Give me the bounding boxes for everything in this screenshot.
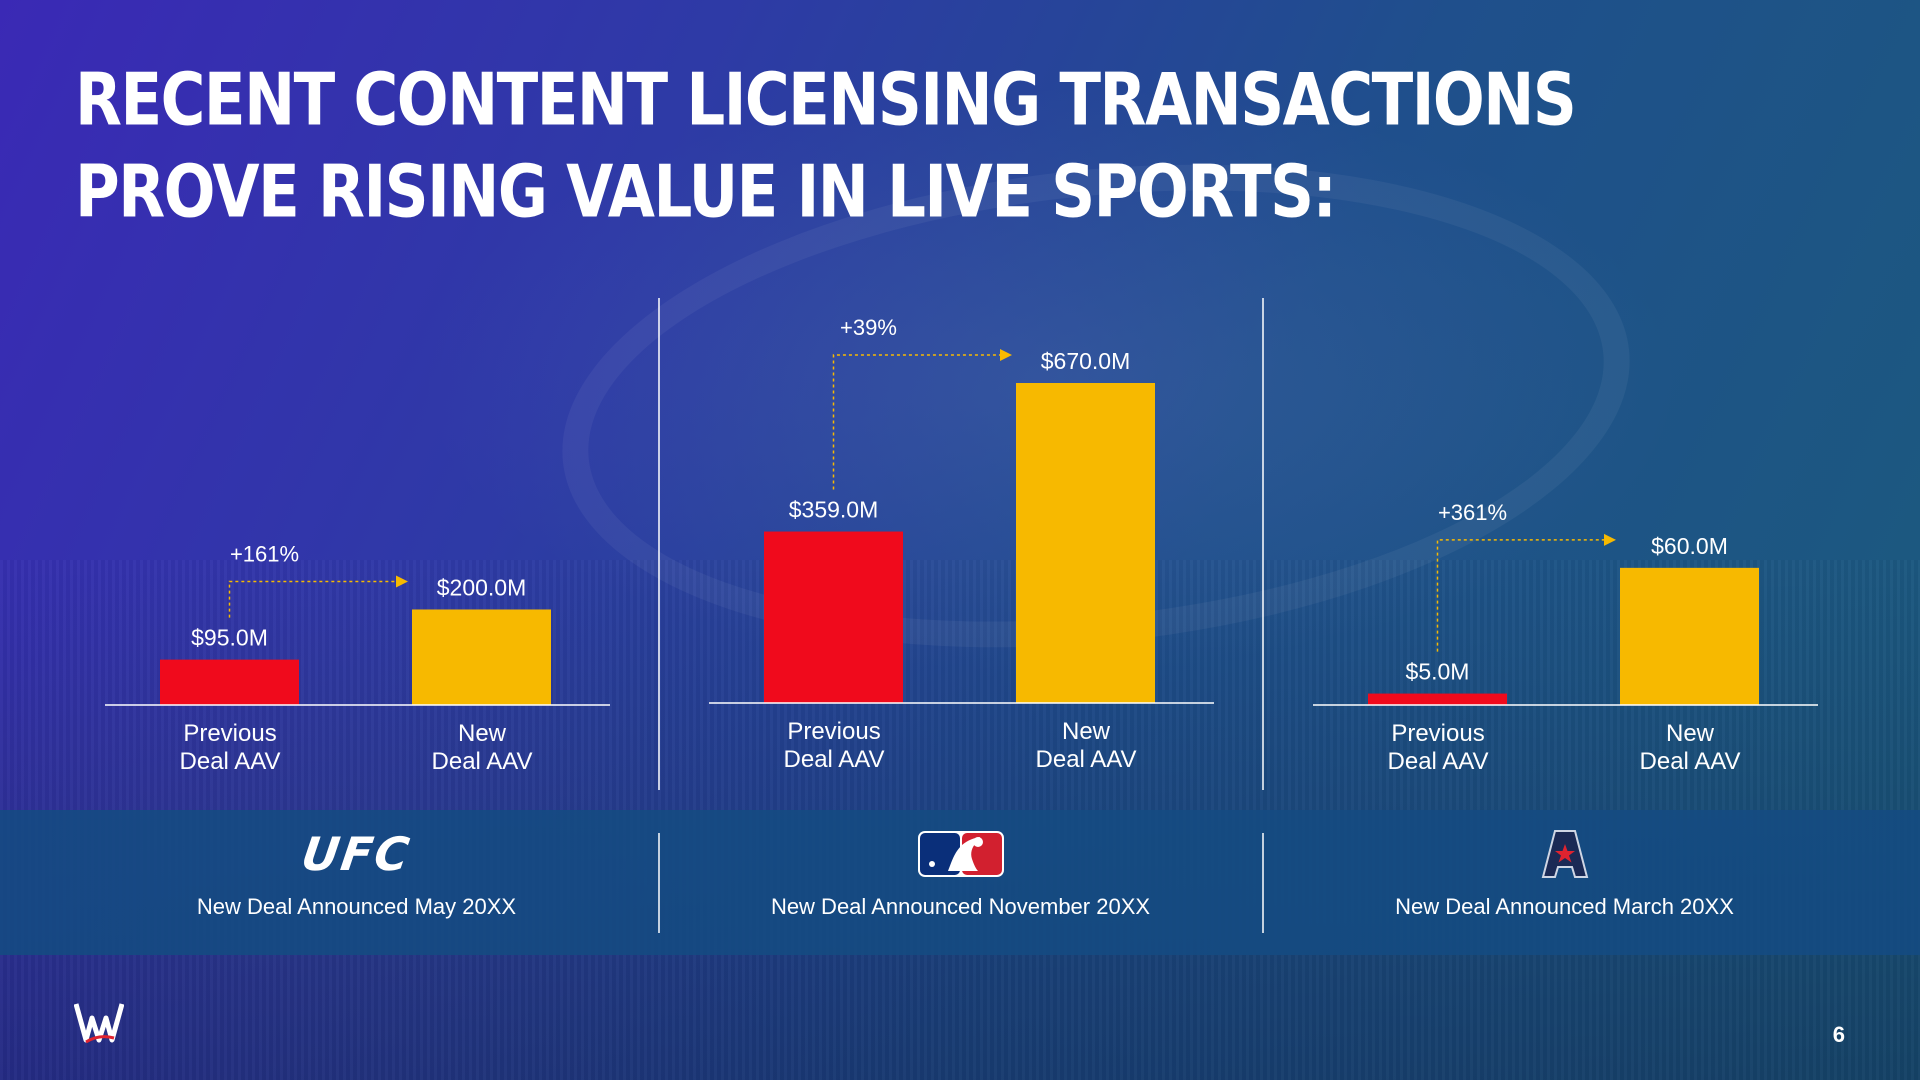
x-label-line: Deal AAV — [1035, 746, 1137, 773]
chart-ufc-svg: $95.0M $200.0M +161% — [105, 541, 610, 706]
x-label-new: New Deal AAV — [1570, 720, 1810, 776]
growth-arrowhead — [396, 575, 408, 588]
x-label-line: New — [1665, 720, 1714, 747]
x-label-line: Deal AAV — [179, 748, 281, 775]
band-divider — [658, 833, 660, 933]
ufc-logo-text: UFC — [298, 827, 415, 881]
x-label-line: Previous — [1391, 720, 1485, 747]
value-label: $200.0M — [437, 574, 527, 600]
x-label-line: New — [1061, 718, 1110, 745]
bar-previous — [1368, 693, 1507, 705]
bar-previous — [764, 531, 903, 703]
page-title: RECENT CONTENT LICENSING TRANSACTIONS PR… — [75, 55, 1577, 239]
aac-logo — [1263, 828, 1866, 880]
panel-divider — [658, 298, 660, 790]
x-label-line: New — [457, 720, 506, 747]
chart-ufc: $95.0M $200.0M +161% Previous Deal AAV New… — [55, 300, 658, 790]
band-divider — [1262, 833, 1264, 933]
growth-label: +39% — [840, 315, 897, 340]
value-label: $5.0M — [1406, 659, 1470, 685]
x-label-new: New Deal AAV — [362, 720, 602, 776]
mlb-logo-icon — [917, 831, 1004, 877]
growth-label: +361% — [1438, 500, 1507, 525]
chart-aac-svg: $5.0M $60.0M +361% — [1313, 500, 1818, 706]
growth-arrowhead — [1604, 533, 1616, 546]
x-label-line: Deal AAV — [1387, 748, 1489, 775]
panel-divider — [1262, 298, 1264, 790]
wwe-logo — [73, 1000, 125, 1051]
mlb-logo — [659, 828, 1262, 880]
value-label: $359.0M — [789, 497, 879, 523]
x-label-line: Previous — [183, 720, 277, 747]
deal-note: New Deal Announced May 20XX — [196, 894, 517, 919]
x-label-new: New Deal AAV — [966, 718, 1206, 774]
x-label-line: Deal AAV — [431, 748, 533, 775]
wwe-logo-icon — [73, 1003, 125, 1044]
bar-new — [1016, 383, 1155, 703]
bar-new — [412, 609, 551, 705]
chart-aac: $5.0M $60.0M +361% Previous Deal AAV New D… — [1263, 300, 1866, 790]
league-mlb: New Deal Announced November 20XX — [659, 828, 1262, 920]
x-label-previous: Previous Deal AAV — [714, 718, 954, 774]
value-label: $60.0M — [1651, 533, 1728, 559]
league-aac: New Deal Announced March 20XX — [1263, 828, 1866, 920]
title-line-2: PROVE RISING VALUE IN LIVE SPORTS: — [75, 150, 1337, 235]
value-label: $670.0M — [1041, 348, 1131, 374]
x-label-previous: Previous Deal AAV — [110, 720, 350, 776]
growth-arrowhead — [1000, 349, 1012, 361]
x-label-line: Previous — [787, 718, 881, 745]
bar-new — [1620, 567, 1759, 705]
x-label-previous: Previous Deal AAV — [1318, 720, 1558, 776]
deal-note: New Deal Announced November 20XX — [770, 894, 1151, 919]
title-line-1: RECENT CONTENT LICENSING TRANSACTIONS — [75, 58, 1577, 143]
growth-connector — [228, 580, 396, 618]
page-number: 6 — [1832, 1022, 1845, 1047]
x-label-line: Deal AAV — [783, 746, 885, 773]
growth-connector — [1436, 539, 1604, 652]
deal-note: New Deal Announced March 20XX — [1395, 894, 1734, 919]
aac-logo-icon — [1541, 830, 1588, 878]
growth-connector — [832, 354, 1000, 490]
bar-previous — [160, 659, 299, 705]
growth-label: +161% — [230, 541, 299, 566]
league-ufc: UFC New Deal Announced May 20XX — [55, 827, 658, 920]
chart-mlb: $359.0M $670.0M +39% Previous Deal AAV New… — [659, 300, 1262, 790]
chart-mlb-svg: $359.0M $670.0M +39% — [709, 315, 1214, 704]
x-label-line: Deal AAV — [1639, 748, 1741, 775]
value-label: $95.0M — [191, 625, 268, 651]
ufc-logo: UFC — [55, 827, 658, 881]
